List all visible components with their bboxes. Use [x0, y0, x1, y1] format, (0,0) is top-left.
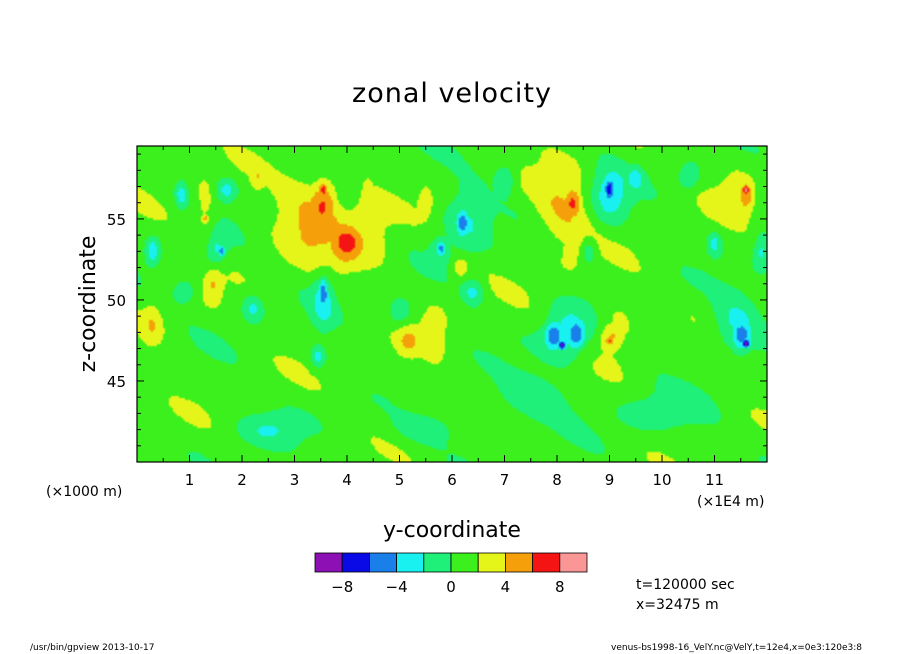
colorbar-tick-label: −4: [386, 578, 408, 596]
y-axis: 45 50 55: [107, 153, 767, 447]
colorbar-cell: [450, 552, 479, 573]
y-tick-label: 45: [107, 373, 126, 391]
time-label: t=120000 sec: [636, 577, 735, 593]
colorbar: −8 −4 0 4 8: [314, 552, 588, 596]
y-unit-note: (×1000 m): [46, 484, 122, 500]
heatmap-field: [137, 146, 767, 462]
x-tick-label: 1: [185, 471, 195, 489]
footer-right: venus-bs1998-16_VelY.nc@VelY,t=12e4,x=0e…: [611, 643, 862, 653]
x-unit-note: (×1E4 m): [697, 494, 764, 510]
colorbar-tick-label: 4: [501, 578, 511, 596]
y-tick-label: 55: [107, 211, 126, 229]
colorbar-tick-label: 8: [555, 578, 565, 596]
x-tick-label: 8: [552, 471, 562, 489]
colorbar-cell: [314, 552, 343, 573]
x-axis-label: y-coordinate: [383, 518, 521, 543]
colorbar-tick-label: 0: [446, 578, 456, 596]
x-tick-label: 11: [705, 471, 724, 489]
colorbar-cell: [368, 552, 397, 573]
x-tick-label: 5: [395, 471, 405, 489]
x-tick-label: 9: [605, 471, 615, 489]
chart-title: zonal velocity: [352, 78, 552, 109]
colorbar-tick-label: −8: [331, 578, 353, 596]
y-tick-label: 50: [107, 292, 126, 310]
x-tick-label: 2: [237, 471, 247, 489]
colorbar-cell: [559, 552, 588, 573]
colorbar-cell: [341, 552, 370, 573]
colorbar-cell: [396, 552, 425, 573]
colorbar-cell: [423, 552, 452, 573]
x-axis: 1 2 3 4 5 6 7 8 9 10 11: [162, 146, 742, 489]
footer-left: /usr/bin/gpview 2013-10-17: [30, 643, 154, 653]
colorbar-cell: [532, 552, 561, 573]
x-tick-label: 10: [652, 471, 671, 489]
x-tick-label: 3: [290, 471, 300, 489]
x-tick-label: 7: [500, 471, 510, 489]
y-axis-label: z-coordinate: [76, 236, 101, 373]
colorbar-cell: [504, 552, 533, 573]
x-position-label: x=32475 m: [636, 597, 719, 613]
colorbar-cell: [477, 552, 506, 573]
x-tick-label: 4: [342, 471, 352, 489]
x-tick-label: 6: [447, 471, 457, 489]
